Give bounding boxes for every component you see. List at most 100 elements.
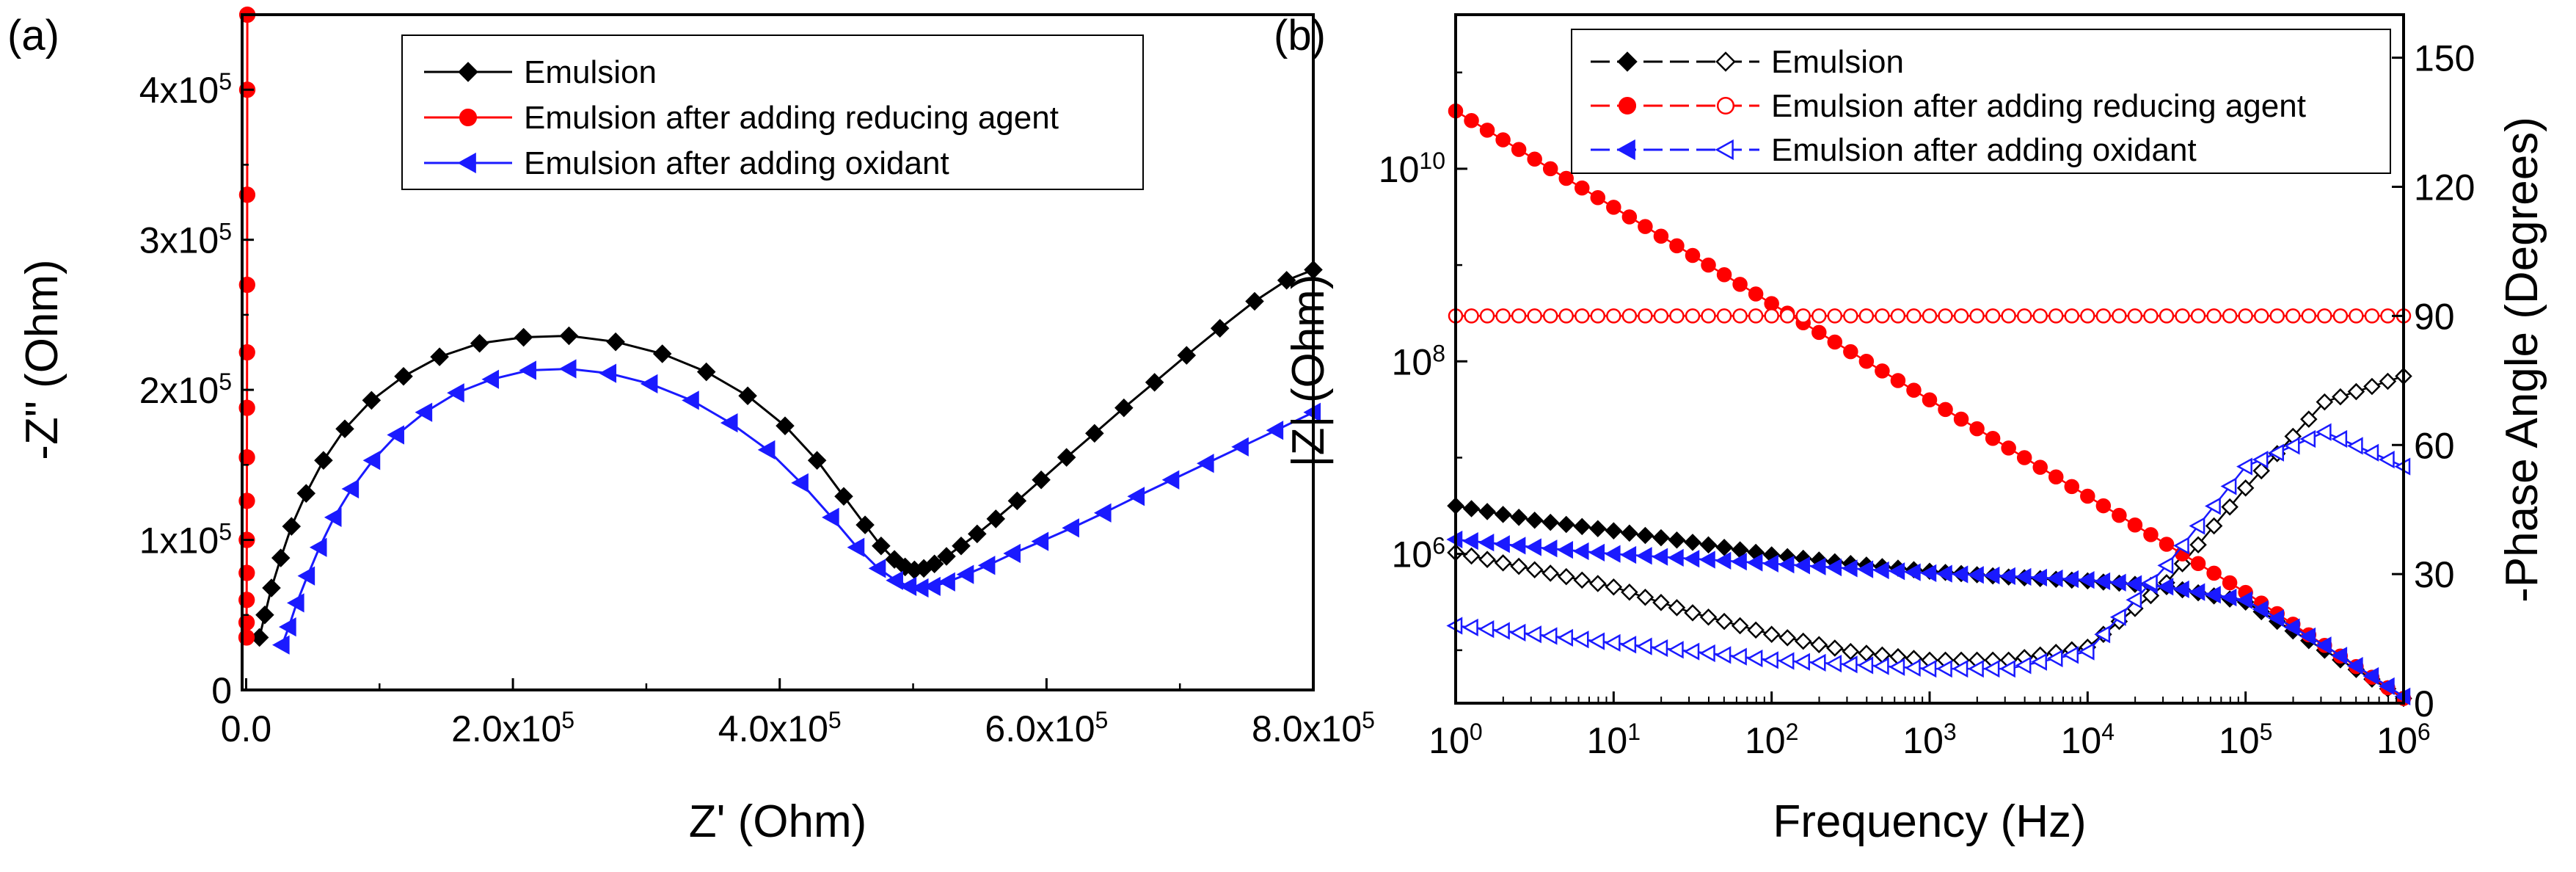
panel-b-data-point [1685, 308, 1701, 324]
panel-b-data-point [2143, 308, 2159, 324]
panel-b-data-point [2299, 429, 2316, 448]
panel-b-data-point [1985, 308, 2001, 324]
panel-a-data-point [335, 419, 354, 439]
panel-b-data-point [2080, 308, 2095, 324]
panel-a-data-point [1031, 531, 1049, 551]
panel-a-ytick-label: 1x105 [139, 519, 232, 562]
panel-b-data-point [1841, 655, 1858, 674]
panel-b-data-point [2331, 429, 2348, 448]
panel-b-data-point [1983, 566, 2000, 585]
panel-b-data-point [1462, 618, 1478, 636]
panel-a-xtick-label: 8.0x105 [1252, 707, 1375, 749]
panel-b-data-point [1620, 636, 1637, 654]
panel-b-data-point [1841, 559, 1858, 578]
panel-b-data-point [1478, 551, 1496, 568]
panel-a-data-point [1093, 503, 1112, 523]
panel-b-data-point [1795, 308, 1811, 324]
panel-b-yright-tick-label: 60 [2414, 425, 2455, 466]
panel-b-data-point [2300, 410, 2318, 428]
panel-b-data-point [2112, 507, 2127, 523]
panel-b-data-point [1715, 551, 1732, 570]
panel-b-series-5 [1446, 530, 2411, 705]
panel-b-data-point [1464, 113, 1479, 128]
panel-a-data-point [924, 554, 944, 574]
panel-b-yleft-tick-label: 1010 [1379, 148, 1445, 190]
panel-a-data-point [968, 524, 987, 544]
panel-b-data-point [1652, 594, 1670, 611]
panel-b-data-point [2001, 308, 2016, 324]
panel-b-data-point [2236, 479, 2255, 497]
panel-b-data-point [2268, 609, 2284, 628]
panel-b-data-point [2252, 462, 2270, 480]
panel-b-data-point [1827, 308, 1843, 324]
panel-b-label: (b) [1274, 12, 1326, 59]
panel-b-data-point [1667, 641, 1684, 659]
panel-b-data-point [1875, 308, 1890, 324]
panel-b-data-point [2253, 308, 2269, 324]
panel-a-data-point [1003, 543, 1021, 564]
panel-b-legend-marker-open [1715, 51, 1736, 72]
panel-b-data-point [1872, 561, 1889, 580]
panel-b-yright-tick-label: 30 [2414, 554, 2455, 595]
panel-a-data-point [606, 332, 625, 352]
panel-b-data-point [1638, 308, 1653, 324]
panel-b-xlabel: Frequency (Hz) [1773, 796, 2086, 847]
panel-b-data-point [2299, 627, 2316, 646]
panel-b-data-point [1857, 656, 1874, 675]
panel-a-xtick-label: 2.0x105 [451, 707, 574, 749]
panel-b-data-point [1906, 382, 1922, 398]
panel-b-data-point [1462, 531, 1478, 551]
panel-b-data-point [1525, 538, 1541, 556]
panel-a-data-point [1007, 491, 1027, 511]
panel-a-data-point [956, 564, 974, 584]
panel-b-data-point [2221, 498, 2239, 516]
panel-b-data-point [1779, 308, 1795, 324]
panel-b-data-point [1731, 647, 1747, 666]
panel-b-data-point [1809, 557, 1826, 575]
panel-b-data-point [1588, 543, 1605, 562]
panel-a-data-point [1062, 518, 1079, 538]
panel-a-data-point [1277, 271, 1296, 290]
panel-b-data-point [1778, 652, 1795, 670]
panel-b-yright-tick-label: 120 [2414, 167, 2475, 208]
panel-b-data-point [2172, 580, 2189, 599]
panel-b-data-point [1557, 628, 1573, 647]
panel-b-data-point [2205, 497, 2221, 515]
panel-b-data-point [2347, 382, 2365, 401]
panel-b-data-point [1732, 277, 1748, 292]
panel-b-data-point [1794, 632, 1812, 650]
panel-b-data-point [1558, 170, 1574, 186]
panel-b-data-point [1922, 392, 1938, 408]
panel-b-data-point [1557, 567, 1575, 586]
panel-b-data-point [2379, 372, 2397, 390]
panel-b-data-point [2222, 575, 2238, 591]
panel-b-data-point [2095, 308, 2112, 324]
panel-b-legend-label: Emulsion [1771, 44, 1904, 80]
panel-b-data-point [1635, 637, 1652, 655]
panel-b-data-point [2032, 308, 2048, 324]
panel-b-data-point [1952, 659, 1969, 678]
panel-b-data-point [2157, 556, 2174, 575]
panel-a-data-point [868, 559, 886, 578]
panel-b-data-point [1857, 560, 1874, 578]
panel-b-data-point [1525, 561, 1544, 579]
panel-a-data-point [394, 366, 413, 386]
panel-b-data-point [2046, 569, 2063, 588]
panel-b-data-point [2016, 308, 2032, 324]
panel-b-data-point [1621, 524, 1638, 542]
panel-b-data-point [1889, 562, 1905, 581]
panel-a-xlabel: Z' (Ohm) [689, 796, 867, 847]
panel-b-legend-marker-open [1716, 96, 1735, 115]
panel-a-series-3 [271, 359, 1321, 655]
panel-a-data-point [1161, 470, 1180, 490]
panel-a-data-point [807, 451, 827, 470]
panel-b-data-point [1746, 553, 1763, 572]
panel-b-data-point [1667, 548, 1684, 567]
panel-b-data-point [1935, 564, 1952, 583]
panel-a-data-point [720, 413, 738, 433]
panel-a-ytick-label: 0 [211, 670, 232, 711]
panel-b-data-point [1511, 308, 1527, 324]
panel-a-legend-label: Emulsion [524, 54, 657, 90]
panel-b-data-point [1509, 623, 1526, 642]
panel-b-data-point [1825, 558, 1842, 577]
